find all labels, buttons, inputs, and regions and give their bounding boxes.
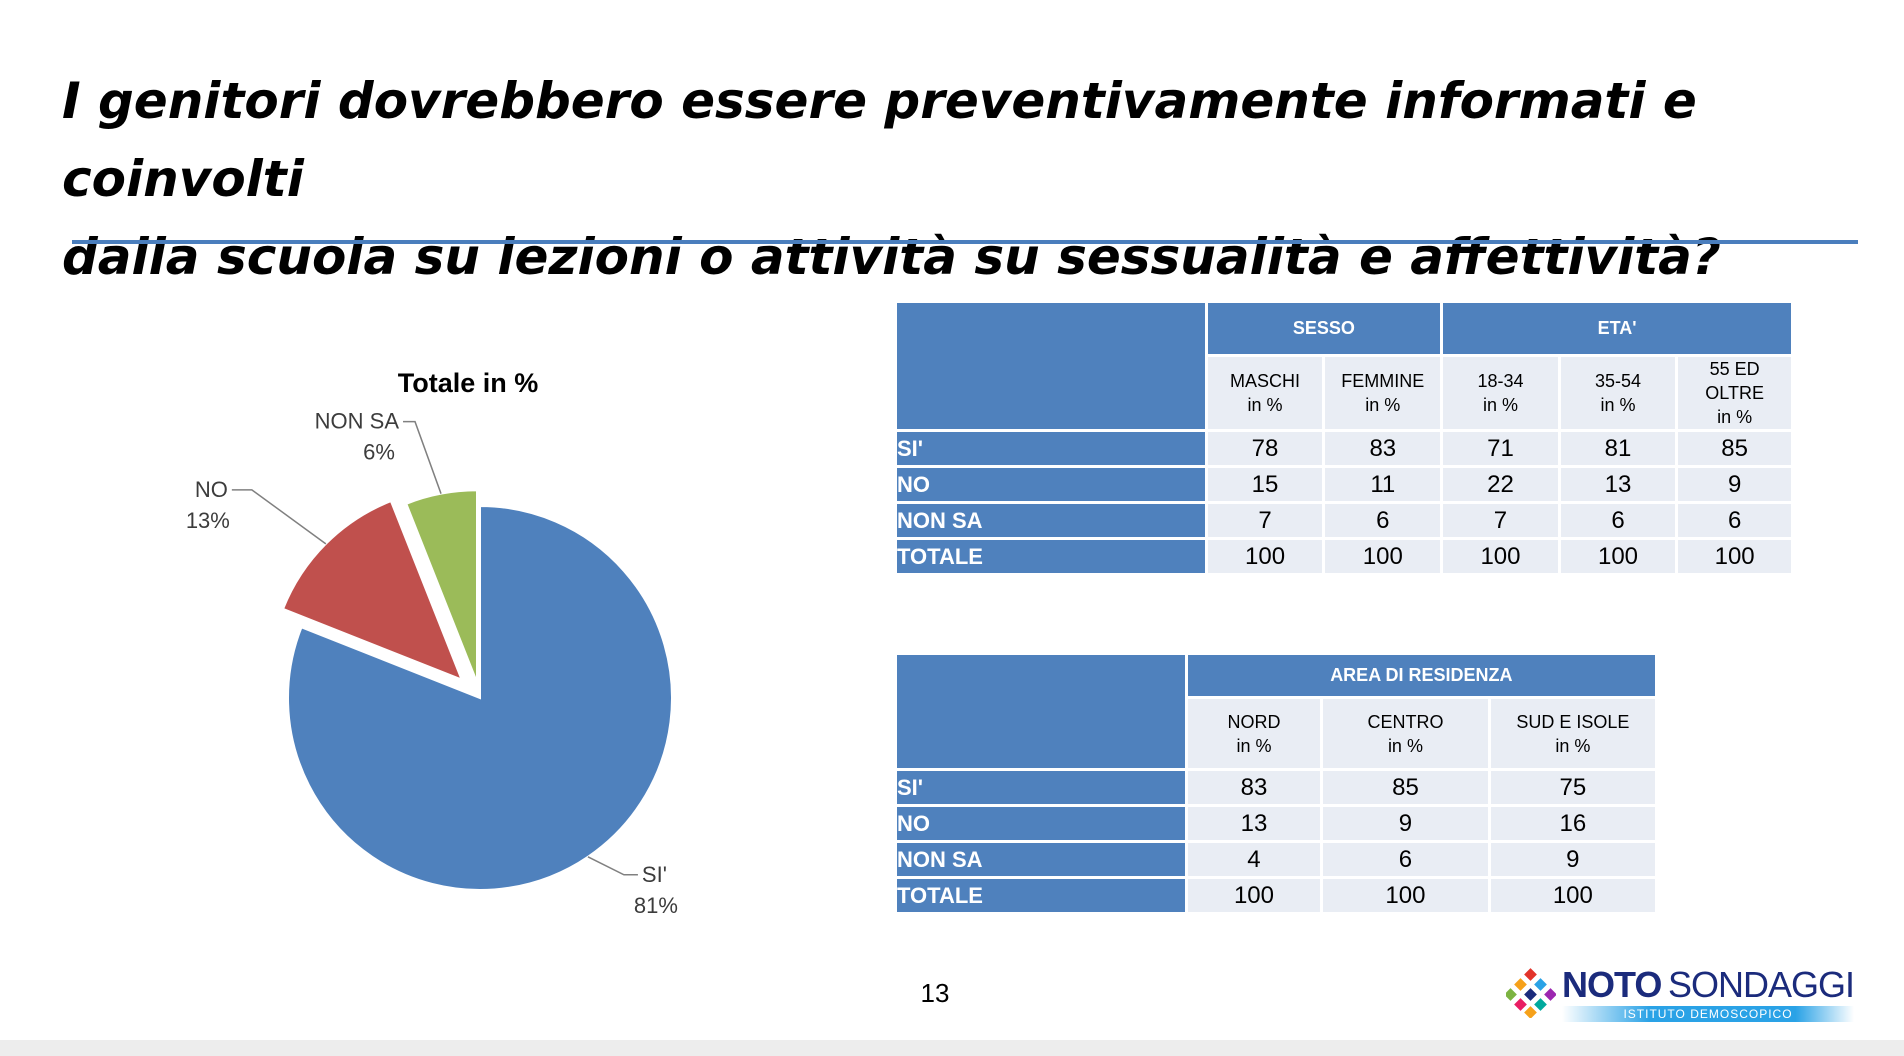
table-cell: 75 bbox=[1487, 768, 1659, 807]
column-header-centro: CENTRO in % bbox=[1320, 696, 1491, 771]
column-header-35-54: 35-54 in % bbox=[1557, 354, 1679, 432]
column-header-18-34: 18-34 in % bbox=[1440, 354, 1561, 432]
leader-line bbox=[587, 856, 638, 876]
column-header-sud-isole: SUD E ISOLE in % bbox=[1487, 696, 1659, 771]
table-row: SI' 78 83 71 81 85 bbox=[894, 429, 1794, 468]
logo-tagline: ISTITUTO DEMOSCOPICO bbox=[1562, 1006, 1854, 1022]
table-cell: 4 bbox=[1184, 840, 1324, 879]
table-cell: 81 bbox=[1557, 429, 1679, 468]
group-header-area: AREA DI RESIDENZA bbox=[1184, 652, 1659, 699]
table-cell: 11 bbox=[1322, 465, 1444, 504]
column-header-nord: NORD in % bbox=[1184, 696, 1324, 771]
table-cell: 9 bbox=[1675, 465, 1794, 504]
slice-label: NON SA bbox=[315, 409, 400, 434]
chart-title: Totale in % bbox=[398, 368, 539, 398]
table-cell: 13 bbox=[1184, 804, 1324, 843]
notosondaggi-logo: NOTO SONDAGGI ISTITUTO DEMOSCOPICO bbox=[1500, 962, 1860, 1032]
table-cell: 9 bbox=[1320, 804, 1491, 843]
table-cell: 22 bbox=[1440, 465, 1561, 504]
table-cell: 16 bbox=[1487, 804, 1659, 843]
row-label: SI' bbox=[894, 768, 1188, 807]
row-label: NON SA bbox=[894, 840, 1188, 879]
table-cell: 13 bbox=[1557, 465, 1679, 504]
table-cell: 100 bbox=[1557, 537, 1679, 576]
page-number: 13 bbox=[920, 978, 950, 1008]
title-divider bbox=[72, 240, 1858, 244]
table-cell: 83 bbox=[1322, 429, 1444, 468]
column-header-55-oltre: 55 ED OLTRE in % bbox=[1675, 354, 1794, 432]
slice-label: NO bbox=[195, 477, 228, 502]
table-area-residenza: AREA DI RESIDENZA NORD in % CENTRO in % SU… bbox=[894, 652, 1659, 915]
table-row: NON SA 4 6 9 bbox=[894, 840, 1659, 879]
slice-value-label: 81% bbox=[634, 893, 678, 918]
slice-value-label: 13% bbox=[186, 508, 230, 533]
logo-brand-light: SONDAGGI bbox=[1668, 964, 1855, 1005]
row-label: TOTALE bbox=[894, 537, 1208, 576]
logo-brand-bold: NOTO bbox=[1562, 964, 1662, 1005]
table-corner bbox=[894, 652, 1188, 771]
row-label: SI' bbox=[894, 429, 1208, 468]
table-cell: 6 bbox=[1322, 501, 1444, 540]
table-sesso-eta: SESSO ETA' MASCHI in % FEMMINE in % 18-34 i… bbox=[894, 300, 1794, 576]
table-cell: 100 bbox=[1204, 537, 1326, 576]
column-header-femmine: FEMMINE in % bbox=[1322, 354, 1444, 432]
table-corner bbox=[894, 300, 1208, 432]
table-cell: 83 bbox=[1184, 768, 1324, 807]
table-row: NON SA 7 6 7 6 6 bbox=[894, 501, 1794, 540]
table-cell: 85 bbox=[1675, 429, 1794, 468]
table-row: NO 15 11 22 13 9 bbox=[894, 465, 1794, 504]
table-cell: 7 bbox=[1440, 501, 1561, 540]
table-row: NO 13 9 16 bbox=[894, 804, 1659, 843]
table-cell: 71 bbox=[1440, 429, 1561, 468]
table-cell: 9 bbox=[1487, 840, 1659, 879]
slide-bottom-band bbox=[0, 1040, 1904, 1056]
slice-value-label: 6% bbox=[363, 440, 395, 465]
row-label: NON SA bbox=[894, 501, 1208, 540]
row-label: NO bbox=[894, 465, 1208, 504]
column-header-maschi: MASCHI in % bbox=[1204, 354, 1326, 432]
table-cell: 85 bbox=[1320, 768, 1491, 807]
slice-label: SI' bbox=[642, 862, 667, 887]
leader-line bbox=[403, 420, 442, 494]
table-cell: 100 bbox=[1184, 876, 1324, 915]
pie-slice bbox=[405, 489, 479, 683]
logo-mosaic-icon bbox=[1506, 968, 1556, 1018]
group-header-eta: ETA' bbox=[1440, 300, 1794, 357]
table-cell: 6 bbox=[1675, 501, 1794, 540]
table-cell: 78 bbox=[1204, 429, 1326, 468]
table-row: TOTALE 100 100 100 bbox=[894, 876, 1659, 915]
slide-title: I genitori dovrebbero essere preventivam… bbox=[62, 72, 1721, 286]
table-cell: 100 bbox=[1320, 876, 1491, 915]
table-cell: 100 bbox=[1440, 537, 1561, 576]
row-label: TOTALE bbox=[894, 876, 1188, 915]
table-cell: 7 bbox=[1204, 501, 1326, 540]
leader-line bbox=[231, 489, 327, 545]
table-cell: 100 bbox=[1675, 537, 1794, 576]
table-cell: 6 bbox=[1320, 840, 1491, 879]
table-row: SI' 83 85 75 bbox=[894, 768, 1659, 807]
table-cell: 100 bbox=[1487, 876, 1659, 915]
pie-chart: Totale in % SI' 81% NO 13% NON SA 6% bbox=[186, 368, 678, 918]
table-row: TOTALE 100 100 100 100 100 bbox=[894, 537, 1794, 576]
row-label: NO bbox=[894, 804, 1188, 843]
table-cell: 15 bbox=[1204, 465, 1326, 504]
table-cell: 6 bbox=[1557, 501, 1679, 540]
pie-slice bbox=[287, 504, 673, 891]
group-header-sesso: SESSO bbox=[1204, 300, 1444, 357]
table-cell: 100 bbox=[1322, 537, 1444, 576]
